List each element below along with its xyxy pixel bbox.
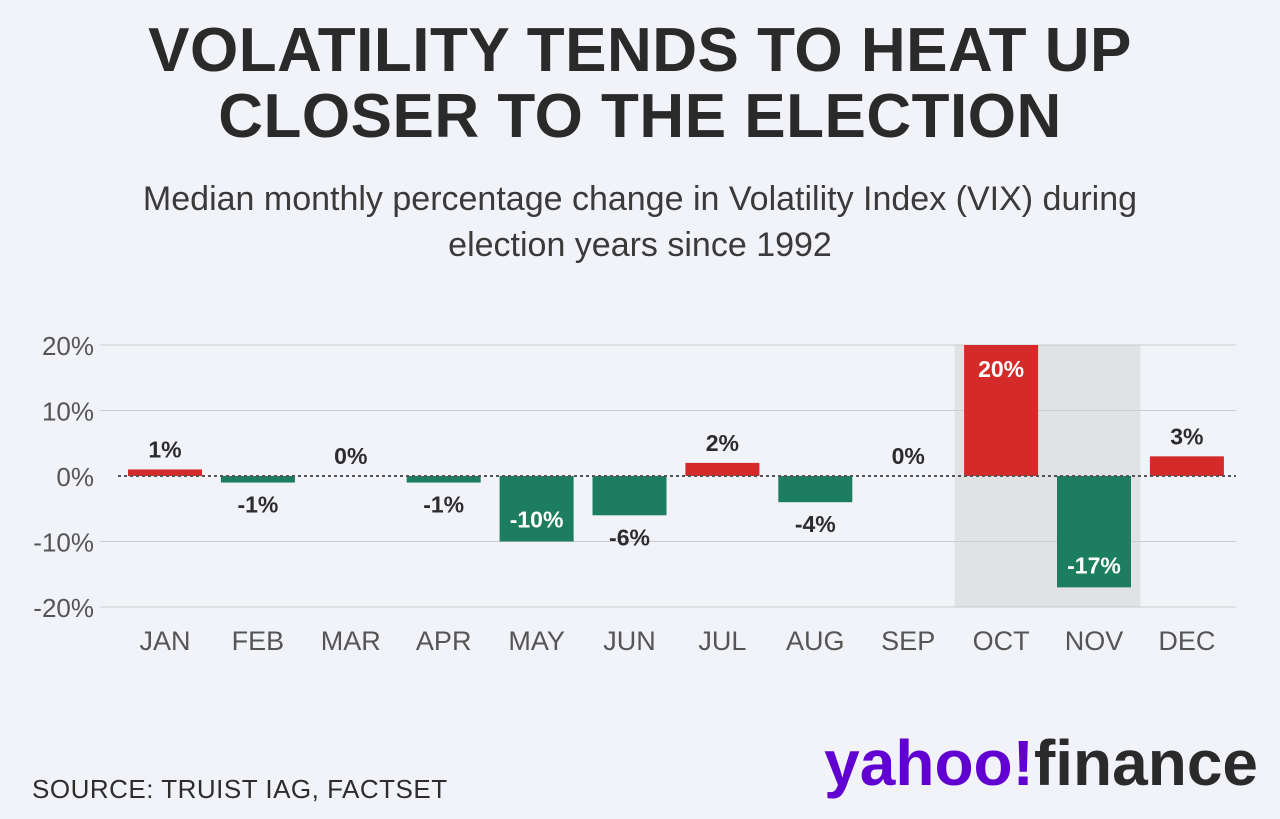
data-label: -6% <box>609 524 650 550</box>
data-label: 3% <box>1170 423 1203 449</box>
data-label: 20% <box>978 356 1024 382</box>
bar <box>778 476 853 503</box>
brand-yahoo: yahoo <box>824 727 1013 799</box>
source-note: SOURCE: TRUIST IAG, FACTSET <box>32 774 448 804</box>
subtitle-line-1: Median monthly percentage change in Vola… <box>142 180 1138 218</box>
bar <box>1057 476 1131 588</box>
x-tick-label: AUG <box>786 626 845 656</box>
bar <box>592 476 667 516</box>
data-label: -10% <box>510 507 564 533</box>
bar <box>406 476 481 483</box>
bar <box>220 476 295 483</box>
bar <box>685 462 760 476</box>
title-line-2: CLOSER TO THE ELECTION <box>218 82 1062 151</box>
bar <box>1149 456 1224 476</box>
x-tick-label: NOV <box>1065 626 1124 656</box>
y-tick-label: -10% <box>33 528 94 558</box>
data-label: -17% <box>1067 552 1121 578</box>
yahoo-finance-logo: yahoo!finance <box>824 728 1258 798</box>
y-tick-label: 10% <box>42 397 94 427</box>
data-label: 1% <box>148 436 181 462</box>
bar <box>128 469 202 476</box>
bar <box>499 476 574 542</box>
bar <box>964 345 1039 476</box>
chart-title: VOLATILITY TENDS TO HEAT UP CLOSER TO TH… <box>0 18 1280 150</box>
title-line-1: VOLATILITY TENDS TO HEAT UP <box>148 16 1132 85</box>
x-tick-label: MAR <box>321 626 381 656</box>
y-tick-label: 20% <box>42 331 94 361</box>
x-tick-label: SEP <box>881 626 935 656</box>
data-label: 0% <box>892 443 925 469</box>
chart-subtitle: Median monthly percentage change in Vola… <box>0 176 1280 268</box>
x-tick-label: DEC <box>1158 626 1215 656</box>
data-label: -1% <box>237 492 278 518</box>
x-tick-label: JUL <box>698 626 746 656</box>
x-tick-label: APR <box>416 626 472 656</box>
brand-finance: finance <box>1033 727 1258 799</box>
data-label: 2% <box>706 430 739 456</box>
data-label: 0% <box>334 443 367 469</box>
x-tick-label: FEB <box>232 626 285 656</box>
y-tick-label: 0% <box>56 462 94 492</box>
y-tick-label: -20% <box>33 593 94 623</box>
data-label: -4% <box>795 511 836 537</box>
brand-mark: ! <box>1012 727 1034 799</box>
data-label: -1% <box>423 492 464 518</box>
x-tick-label: JAN <box>139 626 190 656</box>
x-tick-label: JUN <box>603 626 656 656</box>
x-tick-label: OCT <box>973 626 1030 656</box>
x-tick-label: MAY <box>508 626 565 656</box>
subtitle-line-2: election years since 1992 <box>448 226 832 264</box>
bar-chart: 20% 10% 0% -10% -20% 1% JAN -1% FEB 0% MAR -1% APR -1… <box>33 331 1236 656</box>
